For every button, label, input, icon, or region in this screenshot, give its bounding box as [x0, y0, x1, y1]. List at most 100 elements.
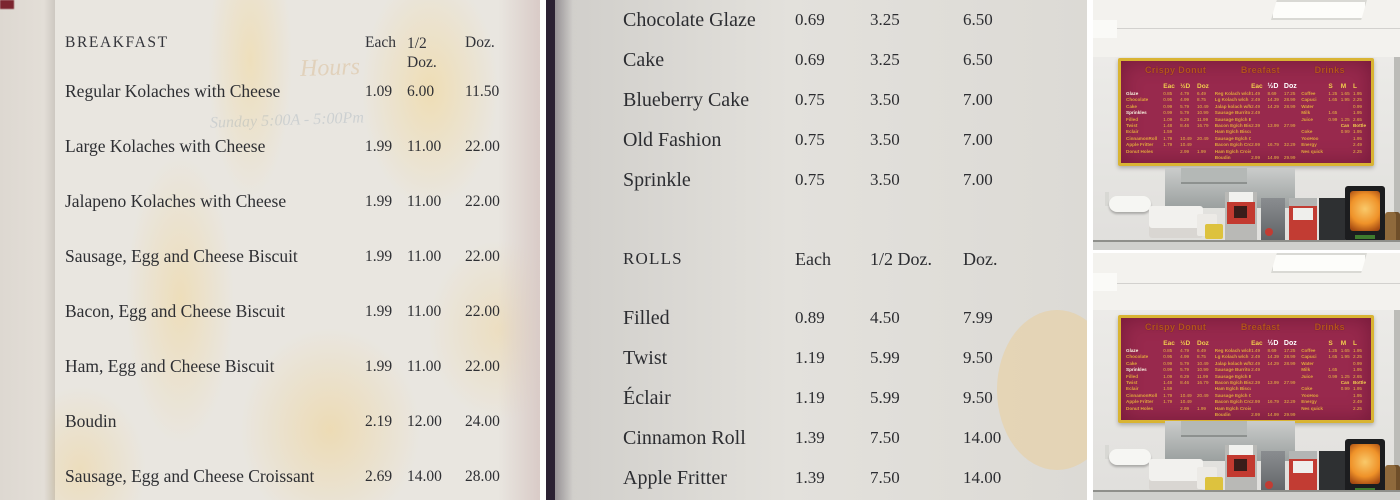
vent-hood [1181, 168, 1247, 184]
board-row: Filled 1.09 6.29 11.99 [1126, 373, 1209, 379]
column-header-dozen: Doz. [465, 34, 495, 51]
board-row: Boudin 2.99 14.99 29.99 [1214, 155, 1296, 161]
board-row: Milk 1.65 1.95 [1301, 110, 1362, 116]
price-each: 1.99 [365, 192, 393, 210]
board-row: Coke 0.99 1.95 [1301, 386, 1362, 392]
price-dozen: 7.00 [963, 90, 993, 109]
board-row: Twist 1.48 8.46 16.79 [1126, 380, 1209, 386]
board-title-drinks: Drinks [1314, 322, 1345, 332]
board-row: Ham Eg/ch Biscuit [1214, 386, 1252, 392]
item-name: Ham, Egg and Cheese Biscuit [65, 356, 275, 376]
board-title-donuts: Crispy Donut [1145, 65, 1207, 75]
ceiling-light-sliver [1093, 273, 1117, 291]
board-row: Cake 0.99 5.79 10.49 [1126, 103, 1209, 109]
column-header-half-dozen: 1/2 Doz. [870, 248, 932, 269]
board-row: Sausage Eg/ch Biscu [1214, 373, 1252, 379]
board-column-breakfast: Eac ½D Doz Reg Kolach w/ch 1.49 8.69 17.25 Lg… [1215, 339, 1301, 417]
menu-row: Boudin 2.19 12.00 24.00 [0, 394, 540, 449]
price-dozen: 7.00 [963, 170, 993, 189]
column-header-dozen: Doz. [963, 248, 998, 269]
board-column-headers: Eac ½D Doz [1251, 83, 1297, 90]
price-half-dozen: 12.00 [407, 412, 442, 430]
board-row: Reg Kolach w/ch 1.49 8.69 17.25 [1214, 348, 1296, 353]
ceiling-light-panel [1271, 0, 1367, 20]
shop-photo-top: Crispy Donut Breafast Drinks Eac ½D Doz [1093, 0, 1400, 250]
board-row: Ham Eg/ch Croissant [1214, 148, 1252, 154]
menu-row: Sprinkle 0.75 3.50 7.00 [546, 160, 1087, 200]
price-each: 1.09 [365, 82, 393, 100]
item-name: Apple Fritter [623, 466, 727, 489]
page-edge-shadow [498, 0, 540, 500]
machine-display-glow [1350, 444, 1380, 484]
juicer-machine [1261, 198, 1285, 242]
board-row: Donut Holes 2.99 1.99 [1126, 405, 1206, 411]
board-row: Milk 1.65 1.95 [1301, 367, 1362, 373]
menu-row: Twist 1.19 5.99 9.50 [546, 338, 1087, 378]
item-name: Jalapeno Kolaches with Cheese [65, 191, 287, 211]
item-name: Cake [623, 48, 665, 71]
yellow-container [1205, 224, 1223, 239]
price-dozen: 11.50 [465, 82, 500, 100]
board-column-headers: Eac ½D Doz [1163, 340, 1209, 347]
board-row: Water 0.99 [1301, 103, 1362, 109]
price-half-dozen: 5.99 [870, 388, 900, 407]
page-spine-shadow [555, 0, 573, 500]
board-row: Filled 1.09 6.29 11.99 [1126, 116, 1209, 122]
ceiling [1093, 253, 1400, 310]
board-row: Capuci 1.65 1.95 2.25 [1301, 97, 1362, 103]
item-name: Bacon, Egg and Cheese Biscuit [65, 301, 286, 321]
board-row: Can Bottle [1340, 123, 1366, 129]
price-each: 0.69 [795, 50, 825, 69]
menu-row: Bacon, Egg and Cheese Biscuit 1.99 11.00… [0, 284, 540, 339]
page-spine-edge [546, 0, 555, 500]
foam-boxes [1149, 206, 1203, 238]
black-dispenser [1319, 198, 1345, 242]
page-fold-shadow [0, 0, 55, 500]
shop-scene: Crispy Donut Breafast Drinks Eac ½D Doz [1093, 253, 1400, 500]
table-edge-mark [0, 0, 14, 9]
paper-towel-roll [1109, 196, 1151, 212]
foam-boxes [1149, 459, 1203, 491]
menu-row: Ham, Egg and Cheese Biscuit 1.99 11.00 2… [0, 339, 540, 394]
board-row: Sausage Eg/ch Crois [1214, 392, 1252, 398]
price-dozen: 28.00 [465, 467, 500, 485]
board-row: Coffee 1.25 1.65 1.95 [1301, 348, 1362, 353]
price-each: 1.99 [365, 357, 393, 375]
price-half-dozen: 7.50 [870, 468, 900, 487]
price-each: 1.39 [795, 428, 825, 447]
board-title-breakfast: Breafast [1240, 322, 1281, 332]
counter-front-edge [1093, 490, 1400, 500]
coffee-grinder-machine [1225, 445, 1257, 495]
board-row: Energy 2.49 [1301, 142, 1362, 148]
price-each: 2.19 [365, 412, 393, 430]
price-each: 1.19 [795, 388, 825, 407]
board-column-donuts: Eac ½D Doz Glaze 0.85 4.79 6.49 Chocolate 0.95… [1126, 339, 1215, 417]
price-each: 1.99 [365, 302, 393, 320]
column-header-each: Each [795, 248, 831, 269]
board-row: Jalap kolach w/h 2.49 14.29 28.99 [1214, 103, 1296, 109]
ceiling-light-sliver [1093, 20, 1117, 38]
board-row: Sausage Burrito 2.49 [1214, 367, 1261, 373]
price-dozen: 24.00 [465, 412, 500, 430]
price-each: 0.75 [795, 130, 825, 149]
board-row: CinnamonRoll 1.79 10.49 20.49 [1126, 135, 1209, 141]
board-row: Boudin 2.99 14.99 29.99 [1214, 412, 1296, 418]
board-row: Jalap kolach w/h 2.49 14.29 28.99 [1214, 360, 1296, 366]
price-dozen: 22.00 [465, 302, 500, 320]
board-column-donuts: Eac ½D Doz Glaze 0.85 4.79 6.49 Chocolate 0.95… [1126, 82, 1215, 160]
board-title-drinks: Drinks [1314, 65, 1345, 75]
menu-row: Cinnamon Roll 1.39 7.50 14.00 [546, 418, 1087, 458]
board-row: Sprinkles 0.99 5.79 10.99 [1126, 367, 1209, 373]
menu-row: Sausage, Egg and Cheese Croissant 2.69 1… [0, 449, 540, 500]
board-title-donuts: Crispy Donut [1145, 322, 1207, 332]
price-each: 0.75 [795, 90, 825, 109]
printed-menu-page-breakfast: Hours Sunday 5:00A - 5:00Pm BREAKFAST Ea… [0, 0, 540, 500]
price-each: 0.89 [795, 308, 825, 327]
vent-hood [1181, 421, 1247, 437]
price-dozen: 6.50 [963, 10, 993, 29]
item-name: Twist [623, 346, 668, 369]
board-row: Twist 1.48 8.46 16.79 [1126, 123, 1209, 129]
